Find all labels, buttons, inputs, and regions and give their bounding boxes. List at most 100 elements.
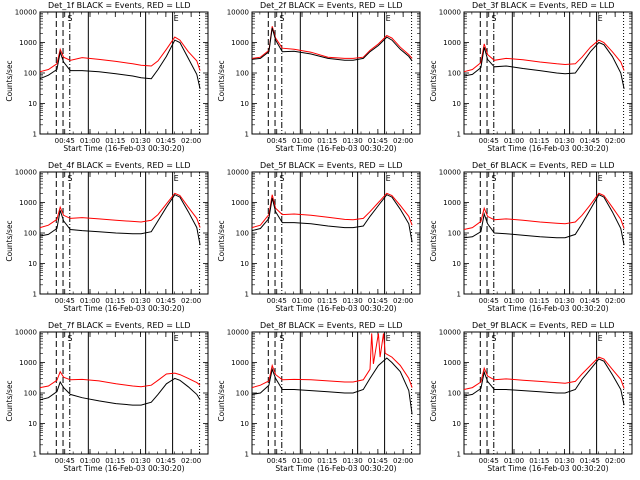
y-tick-label: 1 [245,451,249,459]
series-lld-line [251,192,413,229]
y-axis-label: Counts/sec [217,380,226,421]
y-axis-label: Counts/sec [429,60,438,101]
y-tick-label: 1000 [443,39,461,47]
series-events-line [463,41,625,90]
y-tick-label: 1000 [443,359,461,367]
x-axis-label: Start Time (16-Feb-03 00:30:20) [63,144,184,153]
x-tick-label: 01:15 [105,457,125,465]
y-tick-label: 1 [245,131,249,139]
x-tick-label: 01:30 [130,137,150,145]
marker-label: S [491,174,496,183]
x-axis-label: Start Time (16-Feb-03 00:30:20) [63,304,184,313]
marker-label: S [491,334,496,343]
series-events-line [39,39,201,90]
series-lld-line [251,26,413,59]
marker-label: E [386,14,391,23]
y-tick-label: 100 [236,230,249,238]
y-tick-label: 10000 [227,9,249,17]
x-tick-label: 01:00 [292,297,312,305]
marker-label: E [174,14,179,23]
x-tick-label: 01:00 [504,137,524,145]
x-tick-label: 01:15 [317,457,337,465]
x-tick-label: 01:00 [80,137,100,145]
x-tick-label: 02:00 [393,297,413,305]
x-tick-label: 01:00 [80,297,100,305]
y-axis-label: Counts/sec [429,220,438,261]
x-tick-label: 01:45 [156,297,176,305]
y-tick-label: 10000 [15,329,37,337]
y-tick-label: 10000 [227,329,249,337]
x-tick-label: 01:45 [156,137,176,145]
marker-label: S [67,334,72,343]
x-tick-label: 02:00 [605,137,625,145]
series-lld-line [251,333,413,389]
marker-label: S [67,174,72,183]
marker-label: S [279,174,284,183]
y-axis-label: Counts/sec [217,60,226,101]
series-events-line [251,357,413,415]
x-axis-label: Start Time (16-Feb-03 00:30:20) [275,144,396,153]
x-tick-label: 01:15 [317,297,337,305]
x-tick-label: 01:30 [554,297,574,305]
x-tick-label: 01:00 [504,457,524,465]
chart-title: Det_2f BLACK = Events, RED = LLD [260,1,403,10]
y-tick-label: 10000 [227,169,249,177]
x-tick-label: 02:00 [181,297,201,305]
x-tick-label: 02:00 [393,137,413,145]
marker-label: E [174,174,179,183]
x-axis-label: Start Time (16-Feb-03 00:30:20) [275,304,396,313]
x-axis-label: Start Time (16-Feb-03 00:30:20) [487,304,608,313]
y-tick-label: 1000 [19,199,37,207]
plot-frame [251,331,421,455]
x-tick-label: 01:30 [554,457,574,465]
chart-title: Det_9f BLACK = Events, RED = LLD [472,321,615,330]
series-lld-line [39,36,201,73]
marker-label: E [386,334,391,343]
plot-frame [251,171,421,295]
y-tick-label: 10 [240,420,249,428]
y-tick-label: 1 [245,291,249,299]
y-tick-label: 10000 [15,9,37,17]
y-tick-label: 10 [28,260,37,268]
chart-title: Det_6f BLACK = Events, RED = LLD [472,161,615,170]
marker-label: S [279,334,284,343]
y-axis-label: Counts/sec [5,380,14,421]
y-tick-label: 10 [240,100,249,108]
y-tick-label: 1000 [231,39,249,47]
marker-label: E [598,14,603,23]
x-tick-label: 01:45 [156,457,176,465]
y-tick-label: 100 [236,70,249,78]
x-tick-label: 01:45 [368,137,388,145]
y-axis-label: Counts/sec [217,220,226,261]
series-lld-line [39,192,201,229]
x-tick-label: 01:30 [554,137,574,145]
marker-label: S [491,14,496,23]
x-tick-label: 02:00 [181,457,201,465]
y-tick-label: 100 [24,230,37,238]
y-tick-label: 10000 [439,9,461,17]
series-lld-line [463,356,625,390]
x-tick-label: 00:45 [267,137,287,145]
series-events-line [251,27,413,62]
y-tick-label: 1 [457,291,461,299]
y-axis-label: Counts/sec [5,60,14,101]
x-tick-label: 00:45 [479,137,499,145]
chart-title: Det_3f BLACK = Events, RED = LLD [472,1,615,10]
x-tick-label: 02:00 [181,137,201,145]
x-tick-label: 01:30 [342,297,362,305]
y-tick-label: 100 [448,390,461,398]
chart-title: Det_1f BLACK = Events, RED = LLD [48,1,191,10]
marker-label: E [174,334,179,343]
x-tick-label: 01:15 [529,137,549,145]
x-tick-label: 01:45 [368,297,388,305]
x-tick-label: 01:00 [292,137,312,145]
x-tick-label: 02:00 [605,457,625,465]
marker-label: S [67,14,72,23]
x-axis-label: Start Time (16-Feb-03 00:30:20) [63,464,184,473]
y-axis-label: Counts/sec [5,220,14,261]
chart-panel-9: Det_9f BLACK = Events, RED = LLD 1 10 100 10… [429,321,633,473]
marker-label: E [598,334,603,343]
x-tick-label: 00:45 [55,137,75,145]
x-tick-label: 01:15 [105,137,125,145]
marker-label: E [598,174,603,183]
